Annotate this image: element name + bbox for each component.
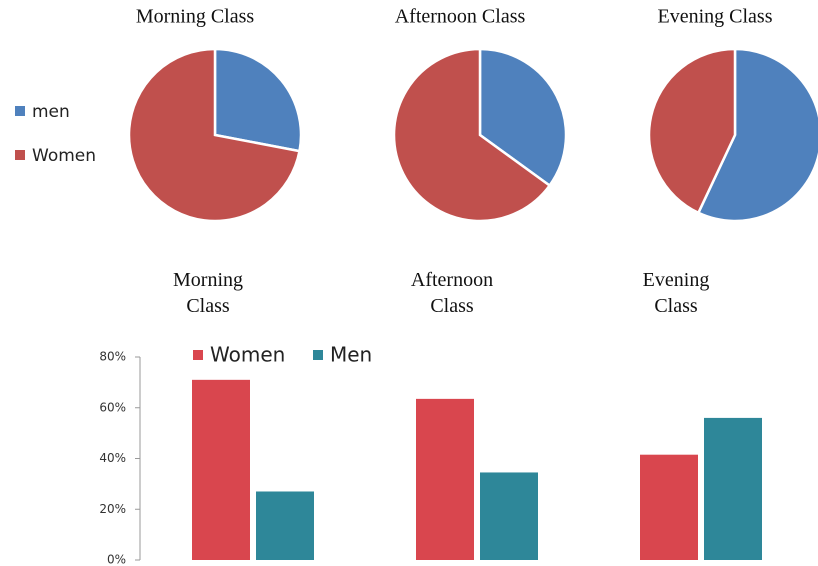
pie-slice <box>127 47 301 223</box>
bar <box>256 491 314 560</box>
category-label: Afternoon Class <box>410 269 494 317</box>
legend-label: Men <box>330 343 372 367</box>
y-tick-label: 40% <box>99 451 126 465</box>
y-tick-label: 0% <box>107 553 126 566</box>
y-tick-label: 60% <box>99 400 126 414</box>
pie-slice <box>213 47 303 153</box>
bar <box>640 454 698 560</box>
legend-label: men <box>32 102 70 122</box>
legend-swatch <box>193 350 203 360</box>
category-label: Evening Class <box>642 269 710 317</box>
pie-title: Morning Class <box>136 6 255 28</box>
legend-swatch <box>15 150 25 160</box>
category-label: Morning Class <box>173 269 243 317</box>
legend-swatch <box>15 106 25 116</box>
pie-title: Afternoon Class <box>395 6 526 28</box>
bar <box>704 417 762 560</box>
legend-label: Women <box>210 343 285 367</box>
pie-slice <box>478 47 568 188</box>
bar <box>416 398 474 560</box>
legend-swatch <box>313 350 323 360</box>
pie-slice <box>647 47 737 215</box>
legend-label: Women <box>32 146 96 166</box>
bar <box>192 379 250 560</box>
pie-slice <box>696 47 818 223</box>
y-tick-label: 20% <box>99 502 126 516</box>
bar <box>480 472 538 560</box>
pie-title: Evening Class <box>658 6 773 28</box>
y-tick-label: 80% <box>99 350 126 364</box>
pie-slice <box>392 47 552 223</box>
